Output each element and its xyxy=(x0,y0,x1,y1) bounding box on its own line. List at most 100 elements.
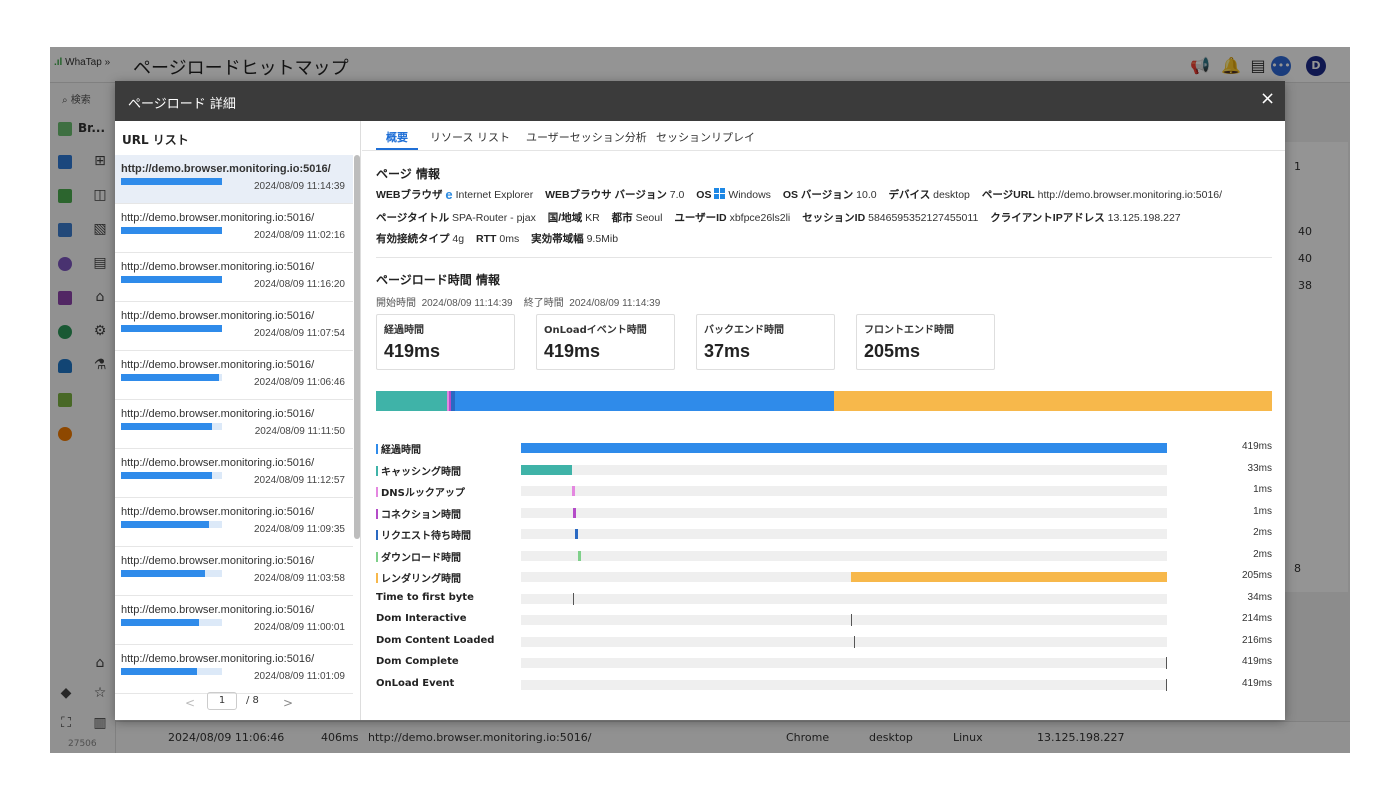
waterfall-track[interactable] xyxy=(521,486,1167,496)
url-list-item[interactable]: http://demo.browser.monitoring.io:5016/2… xyxy=(115,204,353,253)
waterfall-value: 214ms xyxy=(1241,613,1272,624)
bg-value: 40 xyxy=(1298,252,1312,265)
browser-app-icon[interactable] xyxy=(58,122,72,136)
url-list-item[interactable]: http://demo.browser.monitoring.io:5016/2… xyxy=(115,302,353,351)
waterfall-track[interactable] xyxy=(521,550,1167,561)
network-icon[interactable] xyxy=(58,325,72,339)
star-icon[interactable]: ☆ xyxy=(93,685,107,701)
waterfall-track[interactable] xyxy=(521,635,1167,648)
left-nav: ⌕ 検索 Br... ⊞ ◫ ▧ ▤ ⌂ ⚙ ⚗ ⌂ ☆ ◆ ⛶ ▥ 27506 xyxy=(50,83,116,753)
url-list-item[interactable]: http://demo.browser.monitoring.io:5016/2… xyxy=(115,596,353,645)
url-text: http://demo.browser.monitoring.io:5016/ xyxy=(121,653,315,665)
url-date: 2024/08/09 11:11:50 xyxy=(254,426,345,437)
modal-header: ページロード 詳細 × xyxy=(115,81,1285,121)
next-page-button[interactable]: > xyxy=(283,696,294,710)
waterfall-value: 1ms xyxy=(1253,484,1272,495)
url-list-scrollbar[interactable] xyxy=(354,155,360,539)
card-label: バックエンド時間 xyxy=(704,325,784,336)
url-list-item[interactable]: http://demo.browser.monitoring.io:5016/2… xyxy=(115,253,353,302)
url-list-item[interactable]: http://demo.browser.monitoring.io:5016/2… xyxy=(115,155,353,204)
stacked-segment[interactable] xyxy=(448,391,452,411)
fullscreen-icon[interactable]: ⛶ xyxy=(61,715,71,731)
windows-icon xyxy=(714,188,726,199)
waterfall-track[interactable] xyxy=(521,678,1167,691)
url-date: 2024/08/09 11:06:46 xyxy=(253,377,345,388)
database-icon[interactable] xyxy=(58,257,72,271)
load-time-bar xyxy=(121,423,222,430)
tab-session-replay[interactable]: セッションリプレイ xyxy=(656,131,755,144)
active-tab-indicator xyxy=(376,148,418,150)
page-number-input[interactable]: 1 xyxy=(207,692,237,710)
stacked-segment[interactable] xyxy=(446,391,450,411)
code-icon[interactable] xyxy=(58,155,72,169)
search-doc-icon[interactable]: ▥ xyxy=(93,715,107,731)
flask-icon[interactable]: ⚗ xyxy=(93,357,107,373)
waterfall-track[interactable] xyxy=(521,657,1167,669)
prev-page-button[interactable]: < xyxy=(185,696,196,710)
close-icon[interactable]: × xyxy=(1260,88,1276,109)
layout-icon[interactable]: ◫ xyxy=(93,187,107,203)
tab-overview[interactable]: 概要 xyxy=(386,131,408,144)
app-header: .ıl WhaTap » ページロードヒットマップ 📢 🔔 ▤ ••• D xyxy=(50,47,1350,83)
card-value: 419ms xyxy=(544,341,601,361)
tab-resource-list[interactable]: リソース リスト xyxy=(430,131,510,144)
waterfall-marker xyxy=(850,614,852,626)
url-list-item[interactable]: http://demo.browser.monitoring.io:5016/2… xyxy=(115,351,353,400)
report-icon[interactable]: ▤ xyxy=(93,255,107,271)
settings-icon[interactable]: ⚙ xyxy=(93,323,107,339)
avatar[interactable]: D xyxy=(1306,56,1326,76)
file-icon[interactable] xyxy=(58,291,72,305)
home-icon[interactable]: ⌂ xyxy=(95,655,105,671)
waterfall-track[interactable] xyxy=(521,464,1167,475)
internet-explorer-icon: e xyxy=(445,187,453,202)
waterfall-track[interactable] xyxy=(521,572,1167,582)
document-icon[interactable]: ▤ xyxy=(1250,56,1266,75)
metric-card-frontend: フロントエンド時間 205ms xyxy=(856,314,995,370)
stacked-segment[interactable] xyxy=(450,391,456,411)
nav-section-label[interactable]: Br... xyxy=(78,121,106,135)
waterfall-label: Dom Complete xyxy=(376,656,459,667)
modal-title: ページロード 詳細 xyxy=(128,97,236,112)
waterfall-track[interactable] xyxy=(521,443,1167,453)
nav-count: 27506 xyxy=(68,739,97,749)
page-load-detail-modal: ページロード 詳細 × URL リスト http://demo.browser.… xyxy=(115,81,1285,720)
waterfall-value: 216ms xyxy=(1241,634,1272,646)
load-time-bar xyxy=(121,325,222,332)
url-list-item[interactable]: http://demo.browser.monitoring.io:5016/2… xyxy=(115,498,353,547)
waterfall-track[interactable] xyxy=(521,507,1167,518)
stacked-segment[interactable] xyxy=(833,391,1272,411)
waterfall-bar xyxy=(574,529,579,539)
waterfall-value: 1ms xyxy=(1253,505,1272,517)
server-icon[interactable] xyxy=(58,189,72,203)
waterfall-track[interactable] xyxy=(521,614,1167,626)
chat-icon[interactable]: ••• xyxy=(1271,56,1291,76)
card-label: 経過時間 xyxy=(384,325,424,336)
alert-icon[interactable]: ⌂ xyxy=(95,289,105,305)
bell-icon[interactable]: 🔔 xyxy=(1221,56,1241,75)
browser-icon[interactable] xyxy=(58,393,72,407)
megaphone-icon[interactable]: 📢 xyxy=(1190,56,1210,75)
url-list-item[interactable]: http://demo.browser.monitoring.io:5016/2… xyxy=(115,400,353,449)
whatap-logo[interactable]: .ıl WhaTap » xyxy=(54,57,111,68)
waterfall-label: ダウンロード時間 xyxy=(376,549,461,564)
waterfall-track[interactable] xyxy=(521,529,1167,539)
cloud-icon[interactable] xyxy=(58,359,72,373)
url-text: http://demo.browser.monitoring.io:5016/ xyxy=(121,359,315,371)
stacked-segment[interactable] xyxy=(376,391,447,411)
nav-search[interactable]: ⌕ 検索 xyxy=(62,95,91,106)
waterfall-track[interactable] xyxy=(521,592,1167,605)
card-value: 419ms xyxy=(384,341,441,361)
chart-icon[interactable]: ▧ xyxy=(93,221,107,237)
url-list-item[interactable]: http://demo.browser.monitoring.io:5016/2… xyxy=(115,547,353,596)
grid-icon[interactable]: ⊞ xyxy=(94,153,106,169)
bg-value: 40 xyxy=(1298,225,1312,238)
kubernetes-icon[interactable] xyxy=(58,223,72,237)
background-table-row[interactable]: 2024/08/09 11:06:46 406ms http://demo.br… xyxy=(116,721,1350,753)
waterfall-value: 2ms xyxy=(1253,548,1272,560)
stacked-segment[interactable] xyxy=(455,391,834,411)
plugin-icon[interactable] xyxy=(58,427,72,441)
waterfall-marker xyxy=(854,635,856,648)
paint-bucket-icon[interactable]: ◆ xyxy=(60,685,72,701)
tab-user-session-analysis[interactable]: ユーザーセッション分析 xyxy=(526,131,647,144)
url-list-item[interactable]: http://demo.browser.monitoring.io:5016/2… xyxy=(115,449,353,498)
